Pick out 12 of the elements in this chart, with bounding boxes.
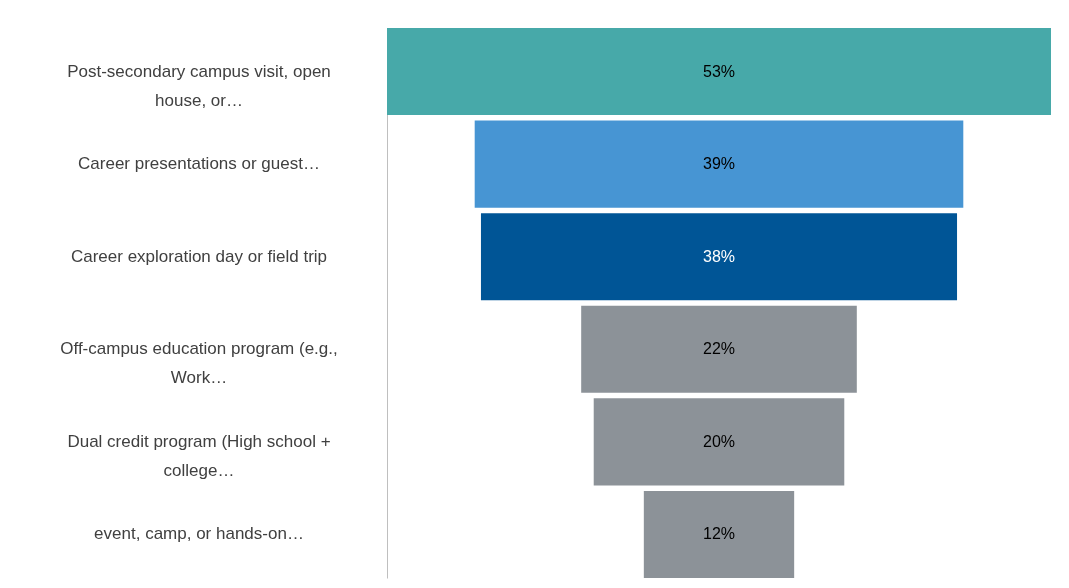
- category-label: Dual credit program (High school + college…: [67, 431, 331, 480]
- data-label: 20%: [702, 432, 736, 450]
- category-label: Career exploration day or field trip: [70, 246, 328, 266]
- data-label: 22%: [702, 340, 736, 358]
- data-label: 12%: [702, 525, 736, 543]
- category-label: Off-campus education program (e.g., Work…: [60, 339, 338, 388]
- data-label: 53%: [702, 62, 736, 80]
- data-label: 39%: [702, 155, 736, 173]
- category-label: Post-secondary campus visit, open house, or…: [67, 61, 331, 110]
- data-label: 38%: [702, 247, 736, 265]
- category-label: Career presentations or guest…: [78, 154, 320, 174]
- category-label: event, camp, or hands-on…: [94, 524, 304, 544]
